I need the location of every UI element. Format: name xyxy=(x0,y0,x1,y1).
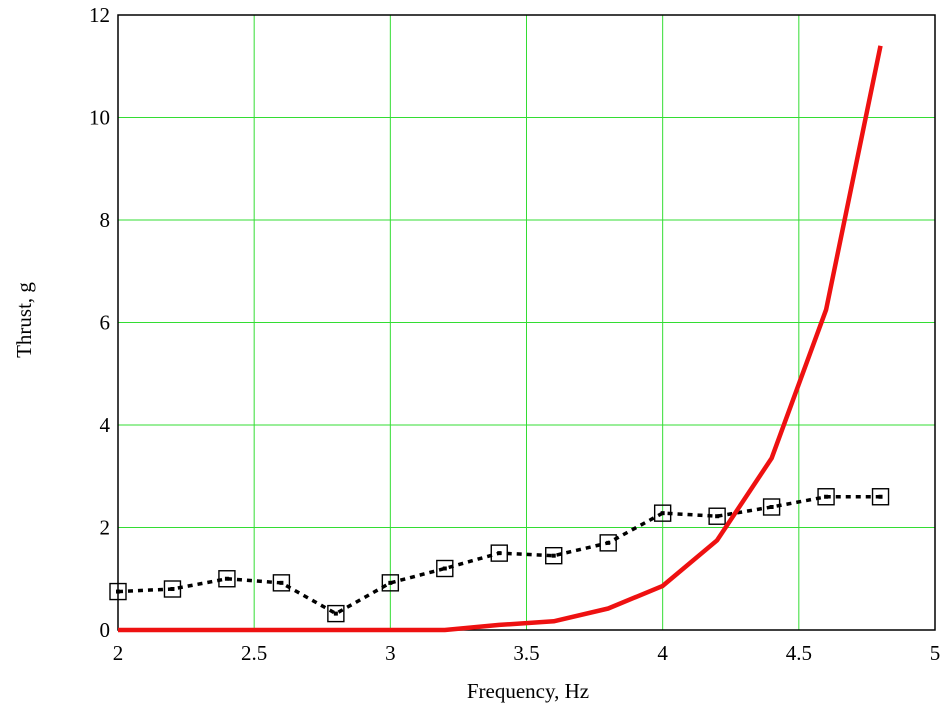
y-tick-label: 10 xyxy=(89,106,110,130)
marker-dot xyxy=(279,580,284,585)
x-tick-label: 3 xyxy=(385,641,396,665)
square-marker xyxy=(817,488,835,506)
square-marker xyxy=(272,574,291,592)
marker-dot xyxy=(170,587,175,591)
square-marker xyxy=(599,534,617,552)
marker-dot xyxy=(660,511,665,516)
marker-dot xyxy=(769,505,774,509)
square-marker xyxy=(762,498,781,516)
x-tick-label: 2 xyxy=(113,641,124,665)
marker-dot xyxy=(824,494,829,499)
square-marker xyxy=(381,574,400,592)
x-tick-labels: 2 2.5 3 3.5 4 4.5 5 xyxy=(113,641,941,665)
square-marker xyxy=(490,544,508,562)
square-marker xyxy=(653,504,672,522)
x-tick-label: 4.5 xyxy=(786,641,812,665)
y-tick-label: 12 xyxy=(89,3,110,27)
y-tick-label: 8 xyxy=(100,208,111,232)
marker-dot xyxy=(442,566,447,571)
marker-dot xyxy=(878,494,883,499)
square-marker xyxy=(545,546,563,565)
marker-dot xyxy=(224,576,229,581)
square-marker xyxy=(871,488,890,506)
marker-dot xyxy=(333,611,338,616)
marker-dot xyxy=(116,589,120,594)
y-tick-label: 6 xyxy=(100,311,111,335)
y-axis-title: Thrust, g xyxy=(12,282,36,358)
square-marker xyxy=(109,582,127,601)
x-tick-label: 2.5 xyxy=(241,641,267,665)
square-marker xyxy=(708,507,726,525)
square-marker xyxy=(327,604,345,623)
marker-dot xyxy=(606,540,611,545)
marker-dot xyxy=(497,551,502,556)
x-axis-title: Frequency, Hz xyxy=(467,679,589,703)
y-tick-label: 4 xyxy=(100,413,111,437)
square-marker xyxy=(218,570,236,588)
y-tick-label: 0 xyxy=(100,618,111,642)
square-marker xyxy=(163,580,182,598)
series-layer xyxy=(109,45,890,633)
x-tick-label: 3.5 xyxy=(513,641,539,665)
y-tick-labels: 0 2 4 6 8 10 12 xyxy=(89,3,111,642)
marker-dot xyxy=(388,580,393,585)
marker-dot xyxy=(715,514,720,519)
marker-dot xyxy=(551,553,556,558)
x-tick-label: 4 xyxy=(657,641,668,665)
y-tick-label: 2 xyxy=(100,516,111,540)
square-marker xyxy=(436,559,454,578)
series-line-red xyxy=(118,45,883,633)
x-tick-label: 5 xyxy=(930,641,941,665)
grid xyxy=(117,14,936,631)
plot-frame xyxy=(117,14,936,631)
